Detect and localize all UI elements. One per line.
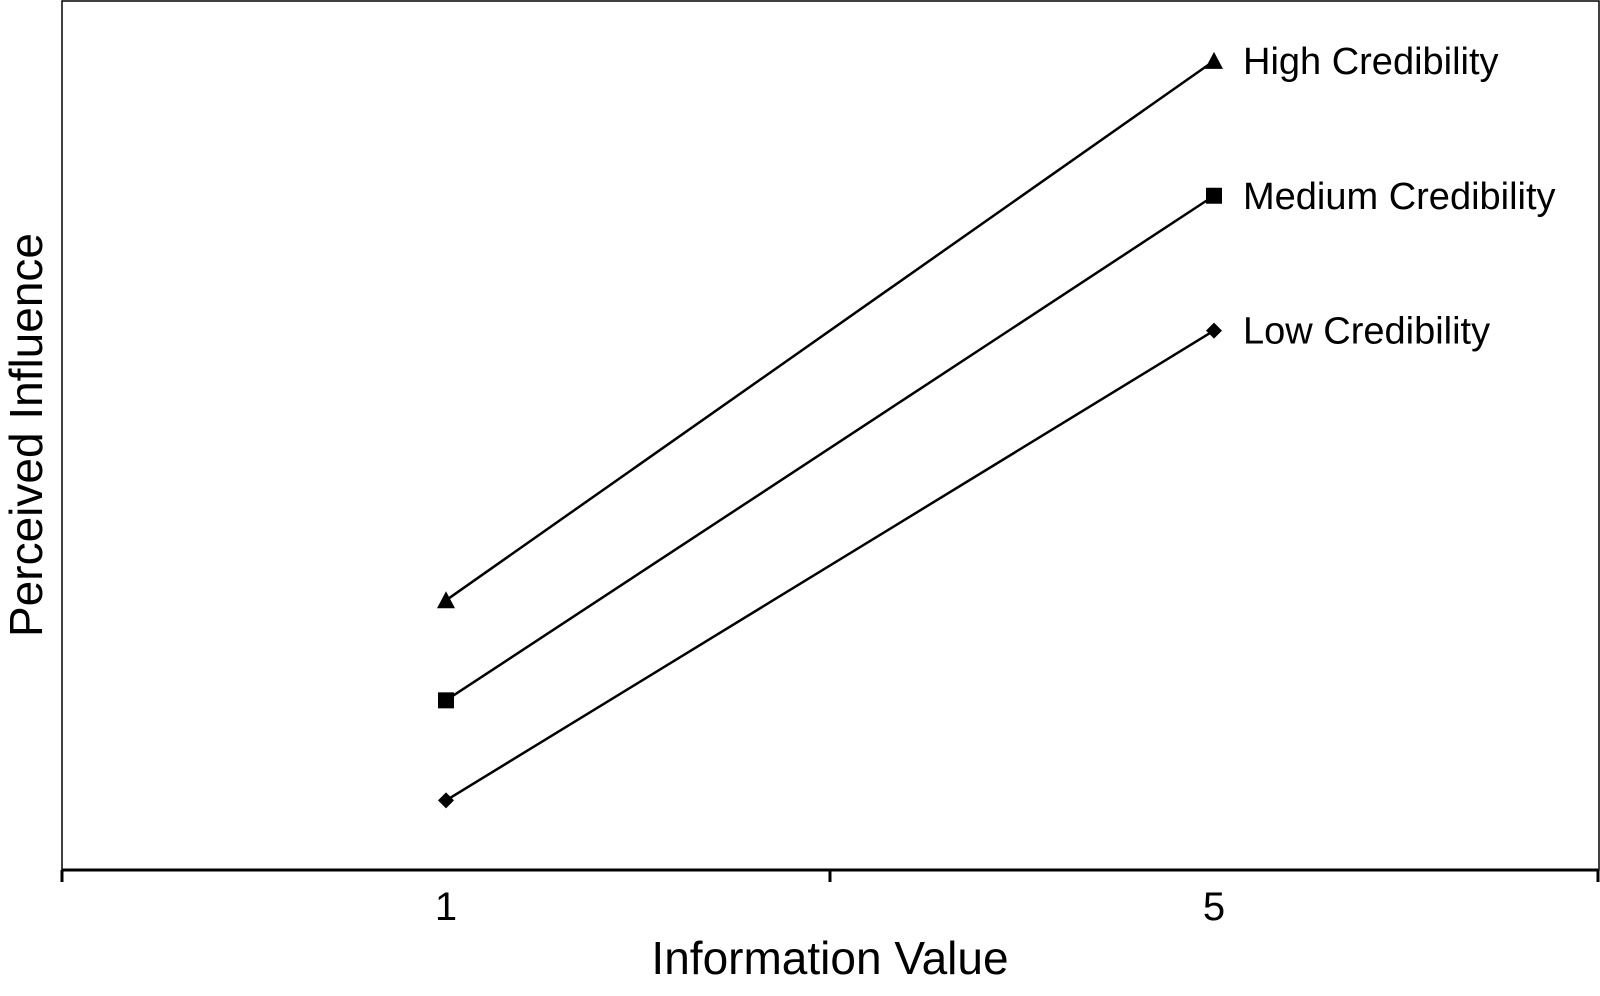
plot-frame bbox=[61, 0, 1600, 871]
series-line-1 bbox=[445, 194, 1215, 702]
series-low-credibility: Low Credibility bbox=[438, 311, 1490, 809]
series-label-0: High Credibility bbox=[1243, 41, 1499, 83]
series-line-0 bbox=[445, 59, 1215, 602]
series-high-credibility: High Credibility bbox=[437, 41, 1499, 609]
marker-triangle-0-1 bbox=[1205, 51, 1223, 69]
series-layer: High Credibility Medium Credibility Low Cr… bbox=[437, 41, 1556, 809]
marker-square-1-0 bbox=[438, 692, 454, 709]
marker-triangle-0-0 bbox=[437, 591, 455, 609]
y-axis-title: Perceived Influence bbox=[0, 233, 52, 637]
x-tick-label-1: 5 bbox=[1203, 885, 1225, 929]
x-axis-title: Information Value bbox=[651, 932, 1008, 984]
marker-square-1-1 bbox=[1206, 187, 1222, 204]
marker-diamond-2-1 bbox=[1206, 322, 1222, 339]
marker-diamond-2-0 bbox=[438, 792, 454, 809]
series-line-2 bbox=[445, 329, 1215, 802]
series-label-1: Medium Credibility bbox=[1243, 176, 1556, 218]
x-tick-label-0: 1 bbox=[435, 885, 457, 929]
series-medium-credibility: Medium Credibility bbox=[438, 176, 1556, 709]
series-label-2: Low Credibility bbox=[1243, 311, 1490, 353]
